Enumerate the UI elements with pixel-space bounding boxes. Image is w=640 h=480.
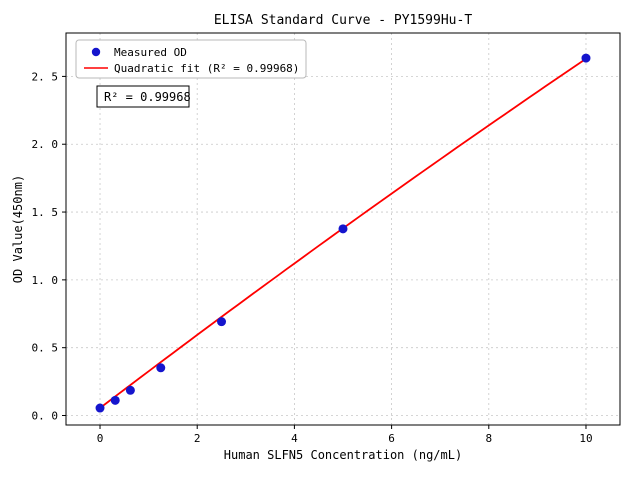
legend-marker-measured-od bbox=[91, 47, 101, 57]
axes-spines bbox=[65, 32, 621, 426]
fit-line bbox=[99, 58, 587, 409]
y-tick-label: 1. 0 bbox=[32, 274, 59, 287]
x-tick-label: 10 bbox=[579, 432, 592, 445]
chart-title: ELISA Standard Curve - PY1599Hu-T bbox=[214, 13, 472, 28]
axis-ticks: 0 2 4 6 8 10 0. 0 0. 5 1. 0 1. 5 2. 0 2. 5 bbox=[32, 70, 593, 445]
y-tick-label: 2. 5 bbox=[32, 70, 59, 83]
x-tick-label: 0 bbox=[97, 432, 104, 445]
r2-annotation: R² = 0.99968 bbox=[96, 85, 191, 108]
data-point bbox=[110, 395, 120, 405]
x-tick-label: 4 bbox=[291, 432, 298, 445]
legend-label-quadratic-fit: Quadratic fit (R² = 0.99968) bbox=[114, 62, 299, 75]
legend-box bbox=[75, 39, 307, 79]
legend-label-measured-od: Measured OD bbox=[114, 46, 187, 59]
x-tick-label: 8 bbox=[485, 432, 492, 445]
y-tick-label: 0. 0 bbox=[32, 410, 59, 423]
legend: Measured OD Quadratic fit (R² = 0.99968) bbox=[75, 39, 307, 79]
data-point bbox=[95, 403, 105, 413]
y-tick-label: 1. 5 bbox=[32, 206, 59, 219]
plot-border bbox=[65, 32, 621, 426]
data-point bbox=[125, 385, 135, 395]
data-points-group bbox=[95, 53, 591, 413]
gridlines bbox=[66, 33, 620, 425]
r2-annotation-text: R² = 0.99968 bbox=[104, 90, 191, 104]
data-point bbox=[156, 363, 166, 373]
data-point bbox=[338, 224, 348, 234]
x-axis-label: Human SLFN5 Concentration (ng/mL) bbox=[224, 448, 462, 462]
y-tick-label: 0. 5 bbox=[32, 342, 59, 355]
x-tick-label: 2 bbox=[194, 432, 201, 445]
data-point bbox=[581, 53, 591, 63]
x-tick-label: 6 bbox=[388, 432, 395, 445]
fit-line-group bbox=[99, 58, 587, 409]
data-point bbox=[217, 317, 227, 327]
y-axis-label: OD Value(450nm) bbox=[11, 175, 25, 283]
r2-annotation-box bbox=[96, 85, 190, 108]
y-tick-label: 2. 0 bbox=[32, 138, 59, 151]
